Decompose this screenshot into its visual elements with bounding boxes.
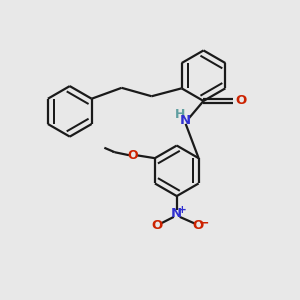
Text: N: N xyxy=(180,114,191,127)
Text: N: N xyxy=(171,207,182,220)
Text: O: O xyxy=(152,219,163,232)
Text: H: H xyxy=(175,108,185,122)
Text: O: O xyxy=(235,94,247,107)
Text: +: + xyxy=(178,205,187,215)
Text: O: O xyxy=(193,219,204,232)
Text: O: O xyxy=(127,149,138,162)
Text: methoxy: methoxy xyxy=(112,152,118,153)
Text: −: − xyxy=(199,216,209,229)
